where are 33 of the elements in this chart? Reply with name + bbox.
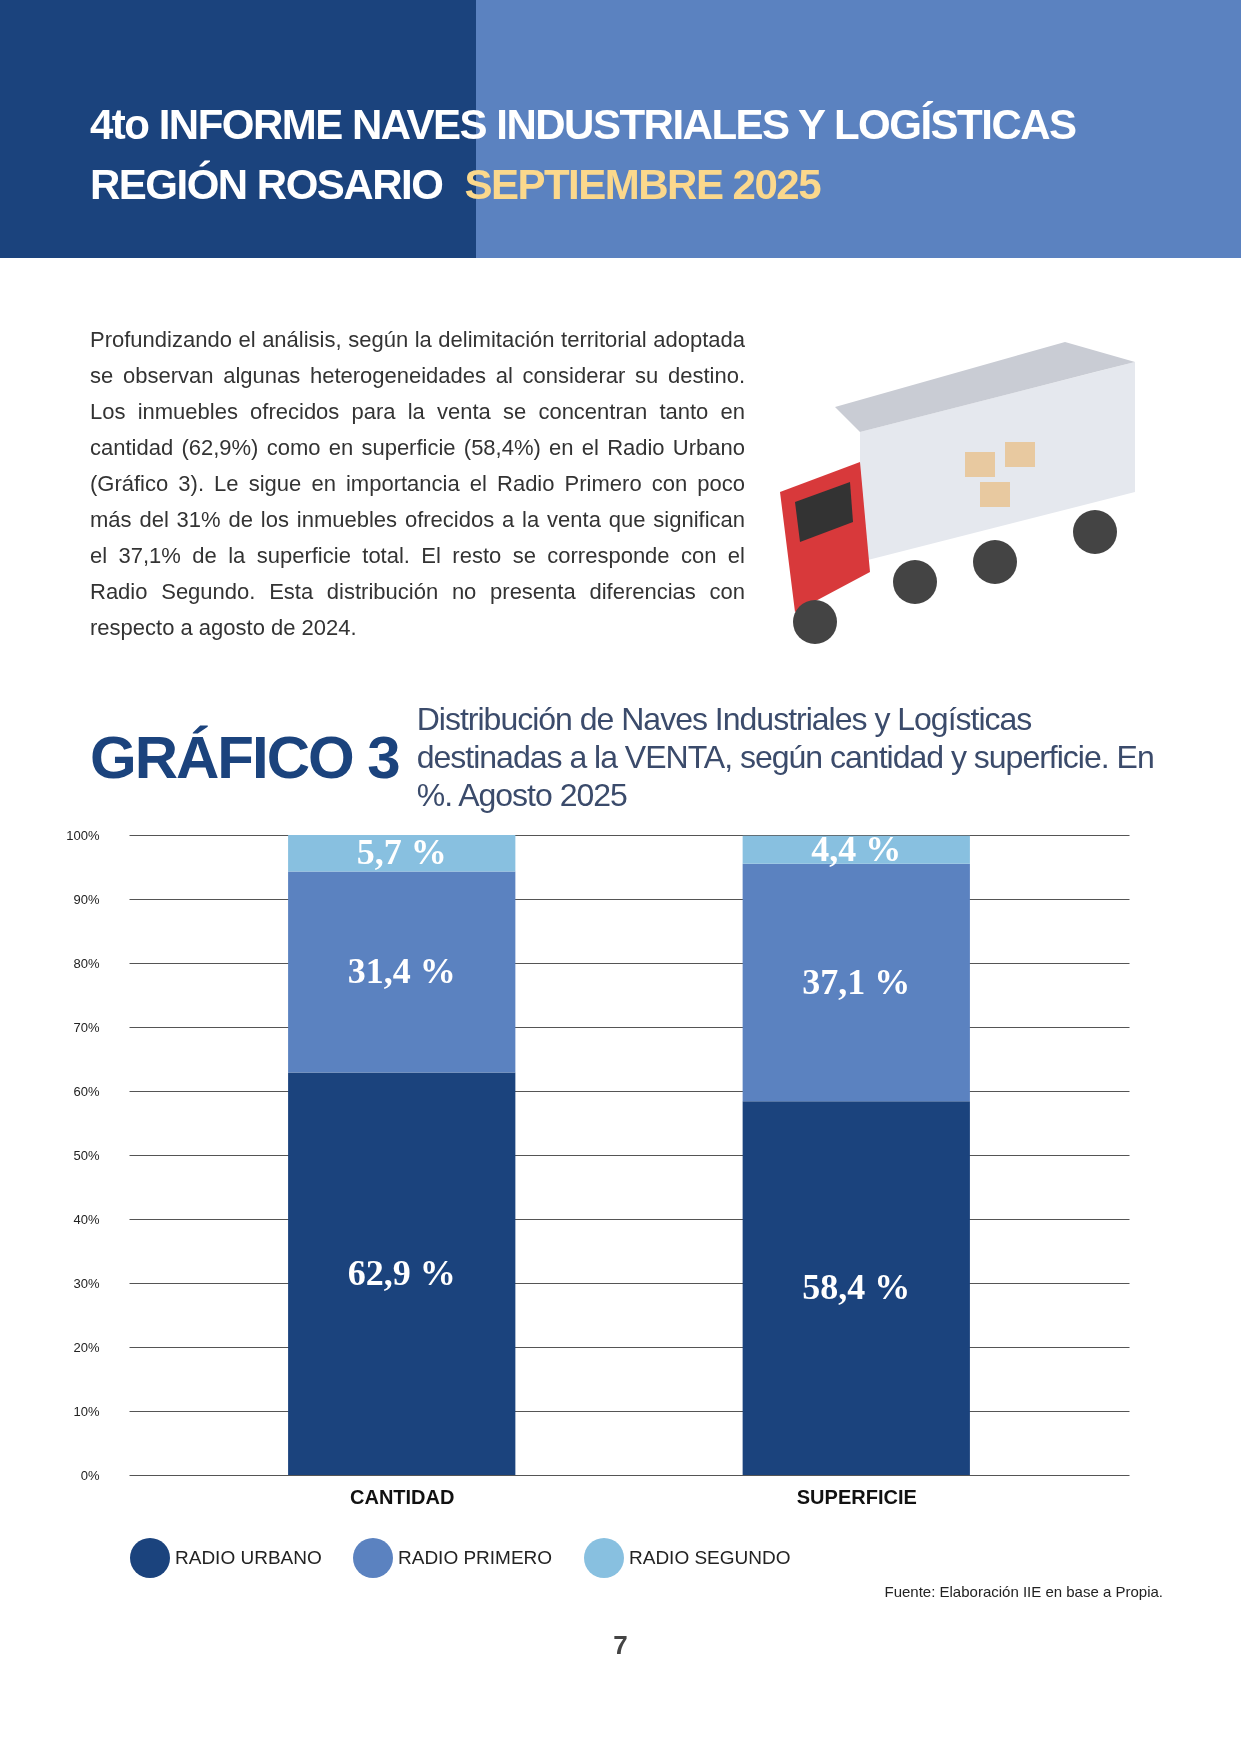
source-note: Fuente: Elaboración IIE en base a Propia. xyxy=(883,1583,1164,1600)
x-tick-label: SUPERFICIE xyxy=(796,1485,917,1508)
y-tick-label: 90% xyxy=(73,891,100,907)
data-label: 37,1 % xyxy=(802,961,911,1002)
y-tick-label: 60% xyxy=(73,1083,100,1099)
y-tick-label: 30% xyxy=(73,1275,100,1291)
bar xyxy=(288,871,516,1073)
data-label: 5,7 % xyxy=(356,832,447,873)
text: SEPTIEMBRE 2025 xyxy=(464,161,821,208)
data-label: 62,9 % xyxy=(347,1252,456,1293)
text: 7 xyxy=(612,1630,629,1661)
y-tick-label: 0% xyxy=(80,1467,100,1483)
legend-label: RADIO SEGUNDO xyxy=(629,1547,791,1568)
legend-label: RADIO URBANO xyxy=(175,1547,322,1568)
chart-title: GRÁFICO 3 xyxy=(90,722,399,792)
y-tick-label: 20% xyxy=(73,1339,100,1355)
y-tick-label: 40% xyxy=(73,1211,100,1227)
y-tick-label: 70% xyxy=(73,1019,100,1035)
bar xyxy=(742,1101,970,1475)
data-label: 31,4 % xyxy=(347,950,456,991)
y-tick-label: 80% xyxy=(73,955,100,971)
data-label: 4,4 % xyxy=(811,828,902,869)
y-tick-label: 100% xyxy=(66,827,100,843)
text: Profundizando el análisis, según la delimitación territorial adoptada se observan algunas heterogeneidades al considerar su destino. Los inmuebles ofrecidos para la venta se concentran tanto en cantidad (62,9%) como en superficie (58,4%) en el Radio Urbano (Gráfico 3). Le sigue en importancia el Radio Primero con poco más del 31% de los inmuebles ofrecidos a la venta que significan el 37,1% de la superficie total. El resto se corresponde con el Radio Segundo. Esta distribución no presenta diferencias con respecto a agosto de 2024. xyxy=(90,327,745,640)
text: REGIÓN ROSARIO xyxy=(90,161,443,208)
bar xyxy=(288,1072,516,1475)
x-tick-label: CANTIDAD xyxy=(350,1485,455,1508)
y-tick-label: 50% xyxy=(73,1147,100,1163)
chart-subtitle: Distribución de Naves Industriales y Logísticas destinadas a la VENTA, según cantidad y superficie. En %. Agosto 2025 xyxy=(416,700,1155,814)
text: 4to INFORME NAVES INDUSTRIALES Y LOGÍSTICAS xyxy=(90,100,1077,150)
legend-label: RADIO PRIMERO xyxy=(398,1547,553,1568)
data-label: 58,4 % xyxy=(802,1267,911,1308)
y-tick-label: 10% xyxy=(73,1403,100,1419)
